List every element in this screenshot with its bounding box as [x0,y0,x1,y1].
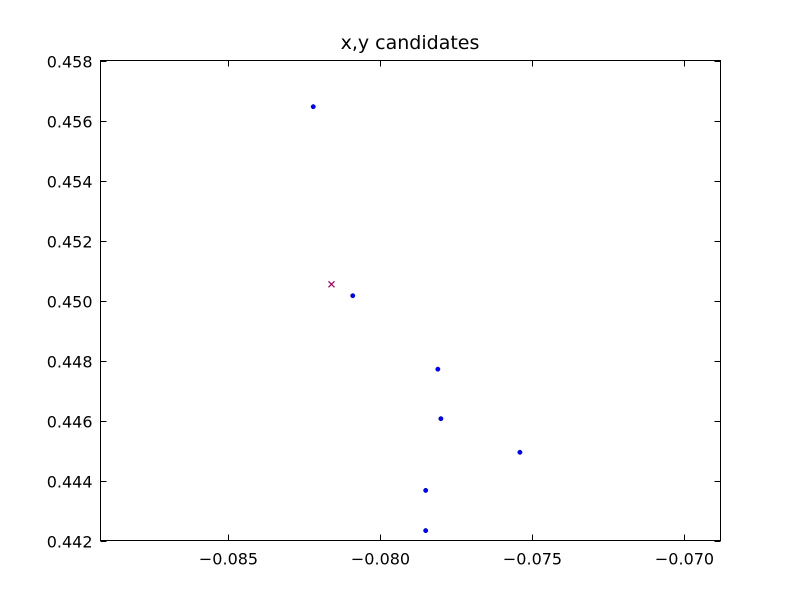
scatter-point [423,487,429,493]
y-tick-label: 0.450 [47,293,93,312]
scatter-point [350,293,356,299]
y-tick-label: 0.454 [47,173,93,192]
scatter-point [423,528,429,534]
x-tick-label: −0.085 [199,550,258,569]
y-tick-label: 0.456 [47,113,93,132]
y-tick-label: 0.446 [47,413,93,432]
candidate-x-marker [328,280,335,288]
plot-frame [100,60,721,541]
x-tick-label: −0.075 [503,550,562,569]
y-tick-label: 0.448 [47,353,93,372]
scatter-point [438,416,444,422]
scatter-point [517,449,523,455]
x-tick-label: −0.070 [655,550,714,569]
y-tick-label: 0.442 [47,533,93,552]
y-tick-label: 0.458 [47,53,93,72]
scatter-point [310,104,316,110]
x-tick-label: −0.080 [351,550,410,569]
y-tick-label: 0.452 [47,233,93,252]
y-tick-label: 0.444 [47,473,93,492]
axis-ticks: −0.085 −0.080 −0.075 −0.070 0.442 0.444 0.446 0… [47,53,721,569]
chart-title: x,y candidates [341,32,480,54]
scatter-point [435,366,441,372]
data-points [310,104,523,534]
